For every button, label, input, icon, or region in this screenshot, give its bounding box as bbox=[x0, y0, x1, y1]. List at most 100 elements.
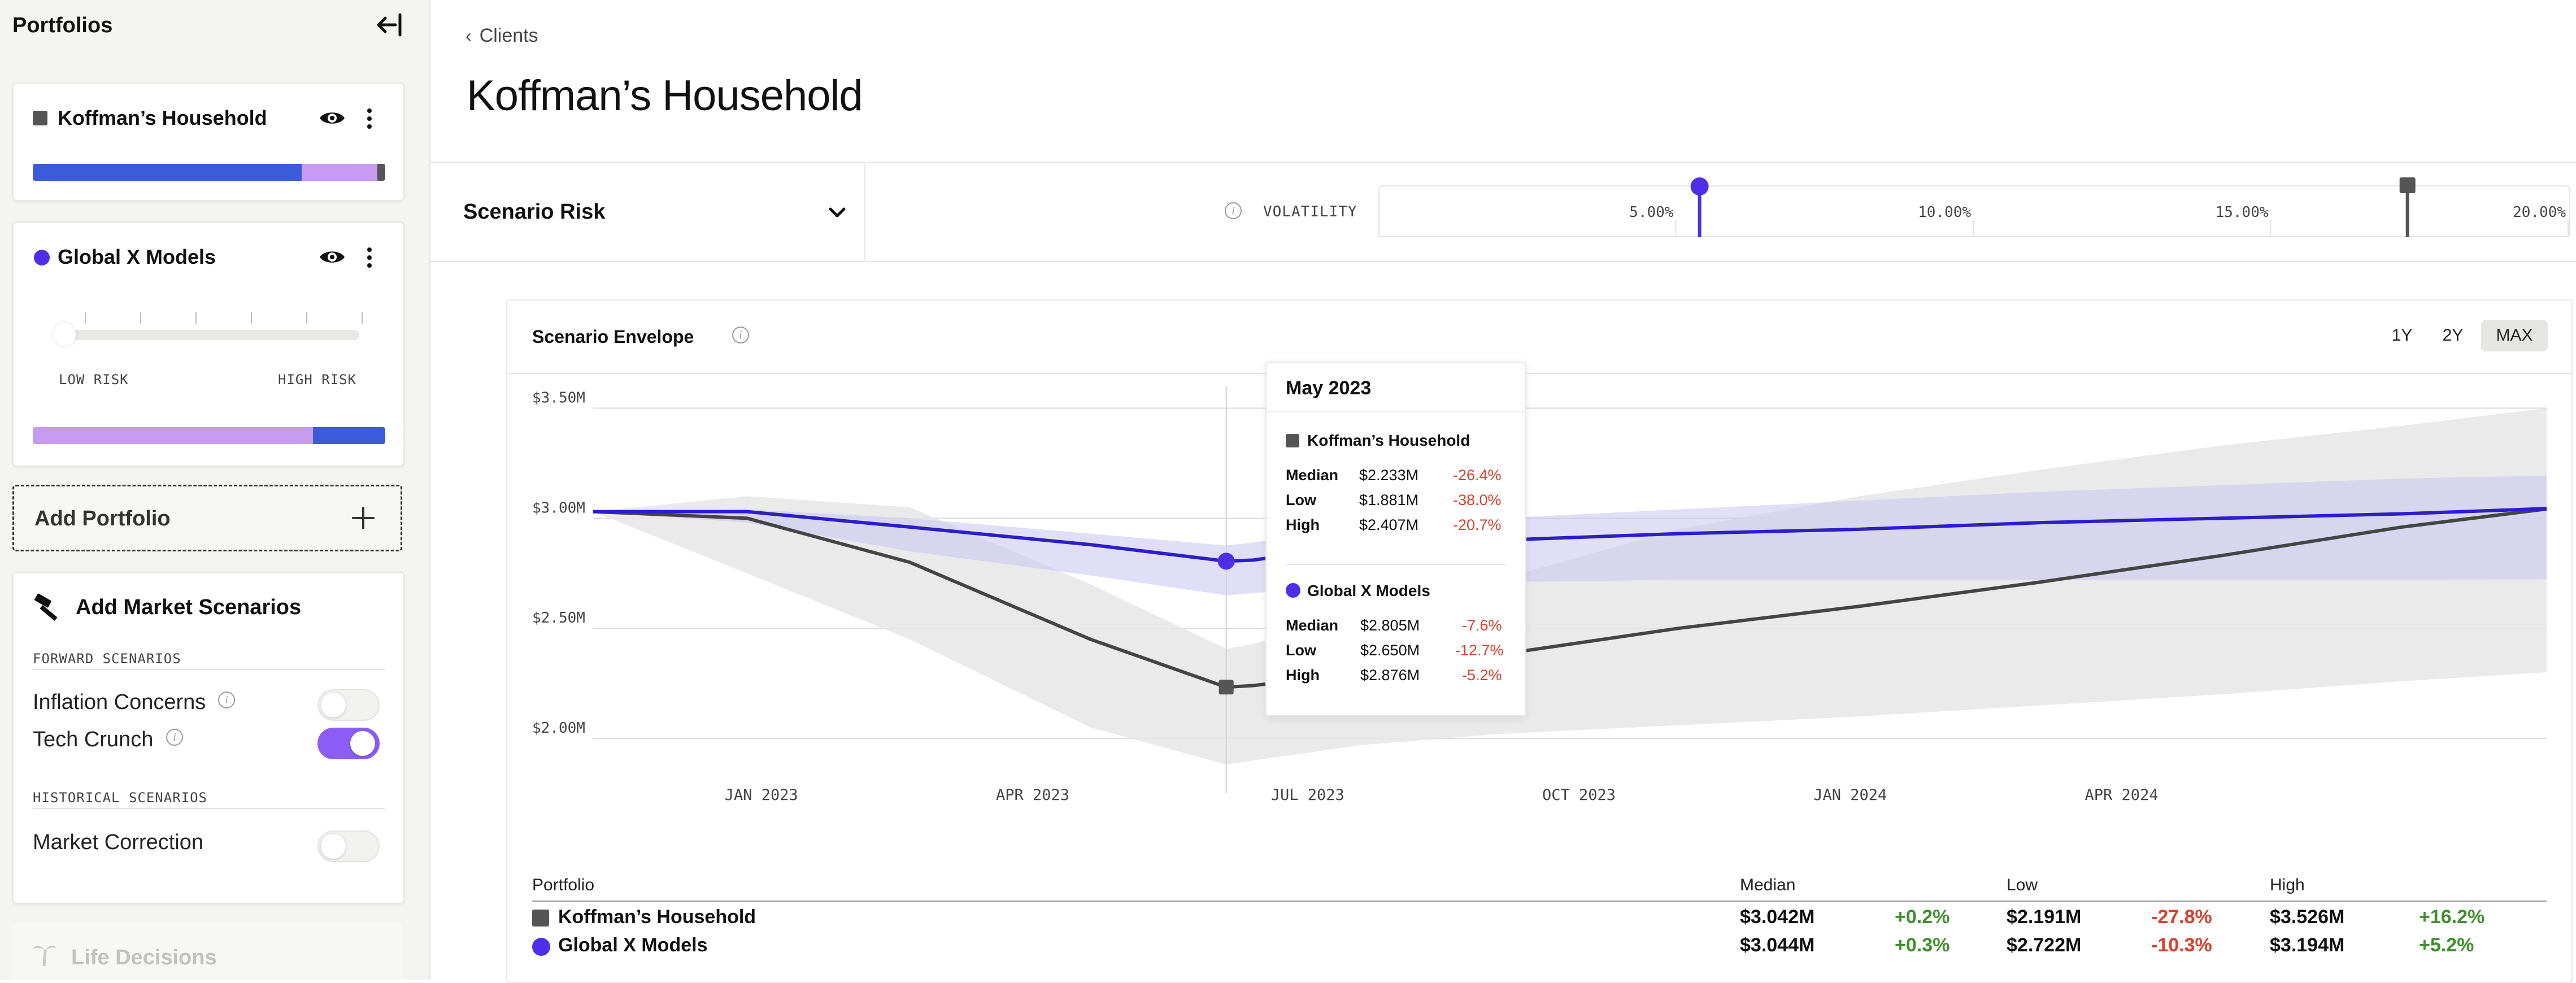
tooltip-stat-value: $2.876M bbox=[1360, 667, 1420, 684]
portfolio-card[interactable]: Global X Models LOW RISK HIGH RISK bbox=[12, 221, 404, 467]
table-header-low: Low bbox=[2007, 876, 2038, 894]
scenario-label: Inflation Concerns bbox=[33, 690, 206, 714]
risk-slider[interactable] bbox=[56, 330, 359, 340]
table-median-change: +0.3% bbox=[1895, 934, 1950, 956]
collapse-sidebar-icon[interactable] bbox=[375, 10, 404, 40]
breadcrumb[interactable]: ‹ Clients bbox=[465, 25, 538, 47]
table-row-name: Koffman’s Household bbox=[558, 906, 756, 928]
table-low: $2.722M bbox=[2007, 934, 2082, 956]
range-1y-button[interactable]: 1Y bbox=[2391, 326, 2413, 345]
breadcrumb-clients[interactable]: Clients bbox=[479, 25, 538, 46]
table-header-median: Median bbox=[1740, 876, 1796, 894]
volatility-label: VOLATILITY bbox=[1263, 203, 1357, 220]
market-scenarios-title: Add Market Scenarios bbox=[76, 595, 302, 619]
range-max-button[interactable]: MAX bbox=[2481, 320, 2548, 351]
tooltip-stat-value: $2.650M bbox=[1360, 642, 1420, 659]
tech-crunch-toggle[interactable] bbox=[317, 728, 380, 759]
tooltip-stat-change: -12.7% bbox=[1455, 642, 1504, 659]
historical-scenarios-header: HISTORICAL SCENARIOS bbox=[33, 790, 207, 806]
y-tick-label: $3.00M bbox=[532, 499, 585, 516]
market-scenarios-card: Add Market Scenarios FORWARD SCENARIOS I… bbox=[12, 572, 404, 904]
tooltip-stat-label: Low bbox=[1286, 492, 1316, 508]
inflation-concerns-toggle[interactable] bbox=[317, 689, 380, 721]
plus-icon bbox=[351, 506, 376, 533]
volatility-tick-label: 5.00% bbox=[1629, 204, 1674, 221]
chevron-down-icon bbox=[826, 201, 848, 227]
info-icon[interactable]: i bbox=[1225, 202, 1242, 219]
allocation-bar bbox=[33, 427, 385, 444]
scenario-label: Market Correction bbox=[33, 830, 203, 854]
y-tick-label: $2.00M bbox=[532, 720, 585, 737]
risk-slider-handle[interactable] bbox=[53, 323, 76, 346]
table-row-name: Global X Models bbox=[558, 934, 708, 956]
model-envelope-band bbox=[593, 475, 2547, 595]
scenario-select-value: Scenario Risk bbox=[463, 200, 606, 224]
table-low: $2.191M bbox=[2007, 906, 2082, 928]
chevron-left-icon: ‹ bbox=[465, 25, 472, 46]
scenario-label: Tech Crunch bbox=[33, 728, 154, 751]
info-icon[interactable]: i bbox=[732, 327, 749, 343]
tooltip-stat-value: $2.805M bbox=[1360, 617, 1420, 634]
x-tick-label: OCT 2023 bbox=[1542, 786, 1616, 804]
portfolio-color-swatch bbox=[34, 250, 50, 266]
model-swatch bbox=[532, 938, 550, 956]
volatility-tick-label: 20.00% bbox=[2513, 204, 2566, 221]
tooltip-stat-change: -38.0% bbox=[1453, 492, 1502, 508]
household-swatch bbox=[532, 910, 549, 927]
high-risk-label: HIGH RISK bbox=[278, 372, 357, 388]
tooltip-stat-change: -20.7% bbox=[1453, 516, 1502, 533]
y-tick-label: $2.50M bbox=[532, 610, 585, 627]
model-swatch bbox=[1286, 583, 1300, 598]
info-icon[interactable]: i bbox=[218, 691, 235, 708]
scenario-envelope-chart[interactable]: $3.50M $3.00M $2.50M $2.00M JAN 2023 APR 2023… bbox=[506, 375, 2573, 804]
tooltip-stat-change: -26.4% bbox=[1453, 467, 1502, 484]
tooltip-stat-label: High bbox=[1286, 516, 1320, 533]
volatility-model-handle[interactable] bbox=[1690, 177, 1709, 195]
household-envelope-band bbox=[593, 408, 2547, 765]
portfolio-card[interactable]: Koffman’s Household bbox=[12, 82, 404, 201]
add-portfolio-button[interactable]: Add Portfolio bbox=[12, 485, 402, 551]
tooltip-series-name: Koffman’s Household bbox=[1307, 432, 1470, 449]
volatility-household-handle[interactable] bbox=[2399, 177, 2416, 193]
hammer-icon bbox=[33, 593, 64, 625]
tooltip-stat-label: High bbox=[1286, 667, 1320, 684]
more-options-icon[interactable] bbox=[367, 247, 373, 271]
tooltip-stat-value: $2.407M bbox=[1359, 516, 1419, 533]
market-correction-toggle[interactable] bbox=[317, 830, 380, 862]
scenario-select[interactable]: Scenario Risk bbox=[430, 163, 864, 261]
allocation-bar bbox=[33, 164, 385, 181]
sidebar: Portfolios Koffman’s Household Global X … bbox=[0, 0, 430, 980]
portfolio-color-swatch bbox=[33, 111, 47, 125]
volatility-tick-label: 15.00% bbox=[2216, 204, 2269, 221]
tooltip-stat-label: Median bbox=[1286, 617, 1339, 634]
household-hover-marker bbox=[1219, 680, 1234, 695]
tooltip-stat-change: -7.6% bbox=[1462, 617, 1502, 634]
sidebar-title: Portfolios bbox=[12, 14, 113, 37]
table-high-change: +5.2% bbox=[2419, 934, 2474, 956]
x-tick-label: JAN 2023 bbox=[725, 786, 798, 804]
chart-tooltip: May 2023 Koffman’s Household Median $2.2… bbox=[1265, 362, 1526, 716]
table-low-change: -27.8% bbox=[2151, 906, 2212, 928]
x-tick-label: APR 2024 bbox=[2085, 786, 2159, 804]
portfolio-name: Global X Models bbox=[58, 245, 216, 268]
tooltip-stat-label: Median bbox=[1286, 467, 1339, 484]
page-title: Koffman’s Household bbox=[467, 72, 863, 120]
x-tick-label: JUL 2023 bbox=[1271, 786, 1344, 804]
table-median: $3.042M bbox=[1740, 906, 1815, 928]
tooltip-series-name: Global X Models bbox=[1307, 582, 1430, 599]
table-median: $3.044M bbox=[1740, 934, 1815, 956]
forward-scenarios-header: FORWARD SCENARIOS bbox=[33, 651, 181, 667]
palm-tree-icon bbox=[32, 939, 58, 970]
info-icon[interactable]: i bbox=[166, 729, 183, 746]
tooltip-stat-value: $1.881M bbox=[1359, 492, 1419, 508]
volatility-slider[interactable]: 5.00% 10.00% 15.00% 20.00% bbox=[1378, 177, 2570, 237]
eye-icon[interactable] bbox=[319, 108, 346, 131]
table-high-change: +16.2% bbox=[2419, 906, 2485, 928]
tooltip-stat-value: $2.233M bbox=[1359, 467, 1419, 484]
more-options-icon[interactable] bbox=[367, 108, 373, 132]
portfolio-name: Koffman’s Household bbox=[58, 106, 267, 129]
life-decisions-card[interactable]: Life Decisions bbox=[12, 923, 402, 980]
range-2y-button[interactable]: 2Y bbox=[2442, 326, 2464, 345]
eye-icon[interactable] bbox=[319, 247, 346, 269]
table-median-change: +0.2% bbox=[1895, 906, 1950, 928]
